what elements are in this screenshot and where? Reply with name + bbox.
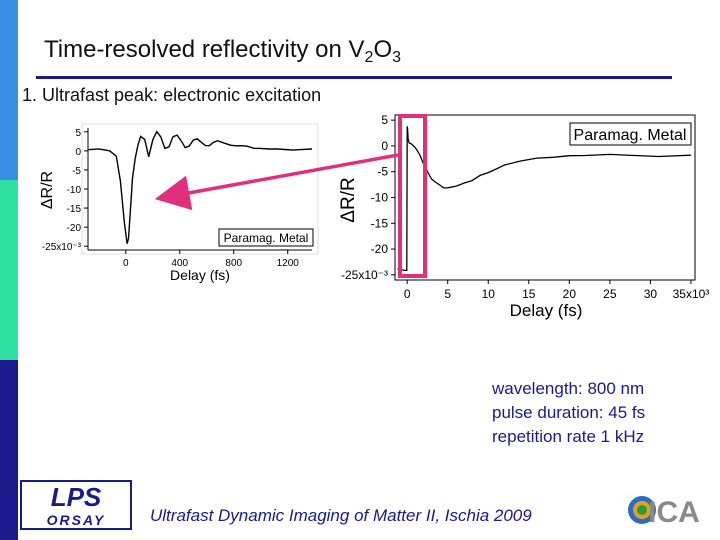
y-tick-label: -20 bbox=[67, 223, 82, 234]
y-tick-label: -15 bbox=[371, 216, 389, 230]
y-tick-label: -20 bbox=[371, 242, 389, 256]
x-tick-label: 5 bbox=[444, 287, 451, 301]
x-tick-label: 25 bbox=[603, 287, 617, 301]
x-tick-label: 10 bbox=[482, 287, 496, 301]
highlight-arrow bbox=[154, 153, 399, 211]
param-pulse-duration: pulse duration: 45 fs bbox=[492, 403, 646, 422]
footer-conference: Ultrafast Dynamic Imaging of Matter II, … bbox=[150, 506, 532, 525]
x-tick-label: 0 bbox=[404, 287, 411, 301]
x-tick-label: 15 bbox=[522, 287, 536, 301]
title-oxygen: O bbox=[373, 36, 393, 63]
x-tick-label: 1200 bbox=[277, 258, 300, 269]
param-repetition-rate: repetition rate 1 kHz bbox=[492, 427, 645, 446]
x-tick-label: 400 bbox=[171, 258, 188, 269]
chart-right-ylabel: ΔR/R bbox=[338, 177, 359, 222]
sidebar-bar-top bbox=[0, 0, 18, 180]
y-tick-label: -5 bbox=[72, 166, 81, 177]
chart-left-xlabel: Delay (fs) bbox=[170, 267, 230, 283]
slide-title: Time-resolved reflectivity on V2O3 bbox=[44, 36, 401, 67]
y-tick-label: -5 bbox=[377, 165, 388, 179]
chart-left: 5 0 -5 -10 -15 -20 -25x10⁻³ 0 400 800 1200 Parama… bbox=[39, 123, 319, 283]
title-underline bbox=[36, 76, 672, 79]
y-tick-label: -25x10⁻³ bbox=[42, 242, 82, 253]
y-tick-label: 0 bbox=[381, 139, 388, 153]
y-tick-label: 5 bbox=[381, 113, 388, 127]
ica-logo: ICA bbox=[628, 496, 700, 529]
sidebar-bar-bottom bbox=[0, 360, 18, 540]
chart-right-series-line bbox=[397, 126, 691, 272]
y-tick-label: 0 bbox=[75, 147, 81, 158]
x-tick-label: 30 bbox=[644, 287, 658, 301]
y-tick-label: -15 bbox=[67, 204, 82, 215]
x-tick-label: 0 bbox=[123, 258, 129, 269]
slide-subtitle: 1. Ultrafast peak: electronic excitation bbox=[22, 85, 322, 105]
title-subscript-2: 2 bbox=[364, 49, 374, 66]
lps-orsay-logo: LPS ORSAY bbox=[20, 480, 132, 530]
x-tick-label: 20 bbox=[563, 287, 577, 301]
highlight-box bbox=[398, 114, 427, 278]
ica-logo-text: ICA bbox=[648, 496, 700, 529]
chart-right-legend: Paramag. Metal bbox=[574, 127, 687, 144]
title-subscript-3: 3 bbox=[392, 49, 402, 66]
chart-left-legend: Paramag. Metal bbox=[224, 231, 309, 245]
chart-right: 5 0 -5 -10 -15 -20 -25x10⁻³ 0 5 10 15 20 25 30 35x10³… bbox=[338, 113, 709, 320]
chart-right-legend-box bbox=[569, 122, 692, 146]
x-tick-label: 35x10³ bbox=[673, 287, 710, 301]
x-tick-label: 800 bbox=[225, 258, 242, 269]
lps-logo-text: LPS bbox=[51, 482, 102, 512]
y-tick-label: -25x10⁻³ bbox=[341, 268, 388, 282]
parameters-block: wavelength: 800 nm pulse duration: 45 fs… bbox=[492, 377, 645, 449]
chart-left-legend-box bbox=[218, 228, 314, 247]
y-tick-label: -10 bbox=[371, 191, 389, 205]
chart-left-frame bbox=[81, 123, 319, 255]
y-tick-label: 5 bbox=[75, 128, 81, 139]
sidebar-bar-middle bbox=[0, 180, 18, 360]
y-tick-label: -10 bbox=[67, 185, 82, 196]
param-wavelength: wavelength: 800 nm bbox=[492, 379, 645, 398]
chart-left-ylabel: ΔR/R bbox=[39, 171, 56, 209]
orsay-logo-text: ORSAY bbox=[47, 512, 106, 528]
chart-right-xlabel: Delay (fs) bbox=[510, 301, 583, 320]
chart-left-series-line bbox=[87, 130, 313, 244]
title-main: Time-resolved reflectivity on V bbox=[44, 36, 365, 63]
